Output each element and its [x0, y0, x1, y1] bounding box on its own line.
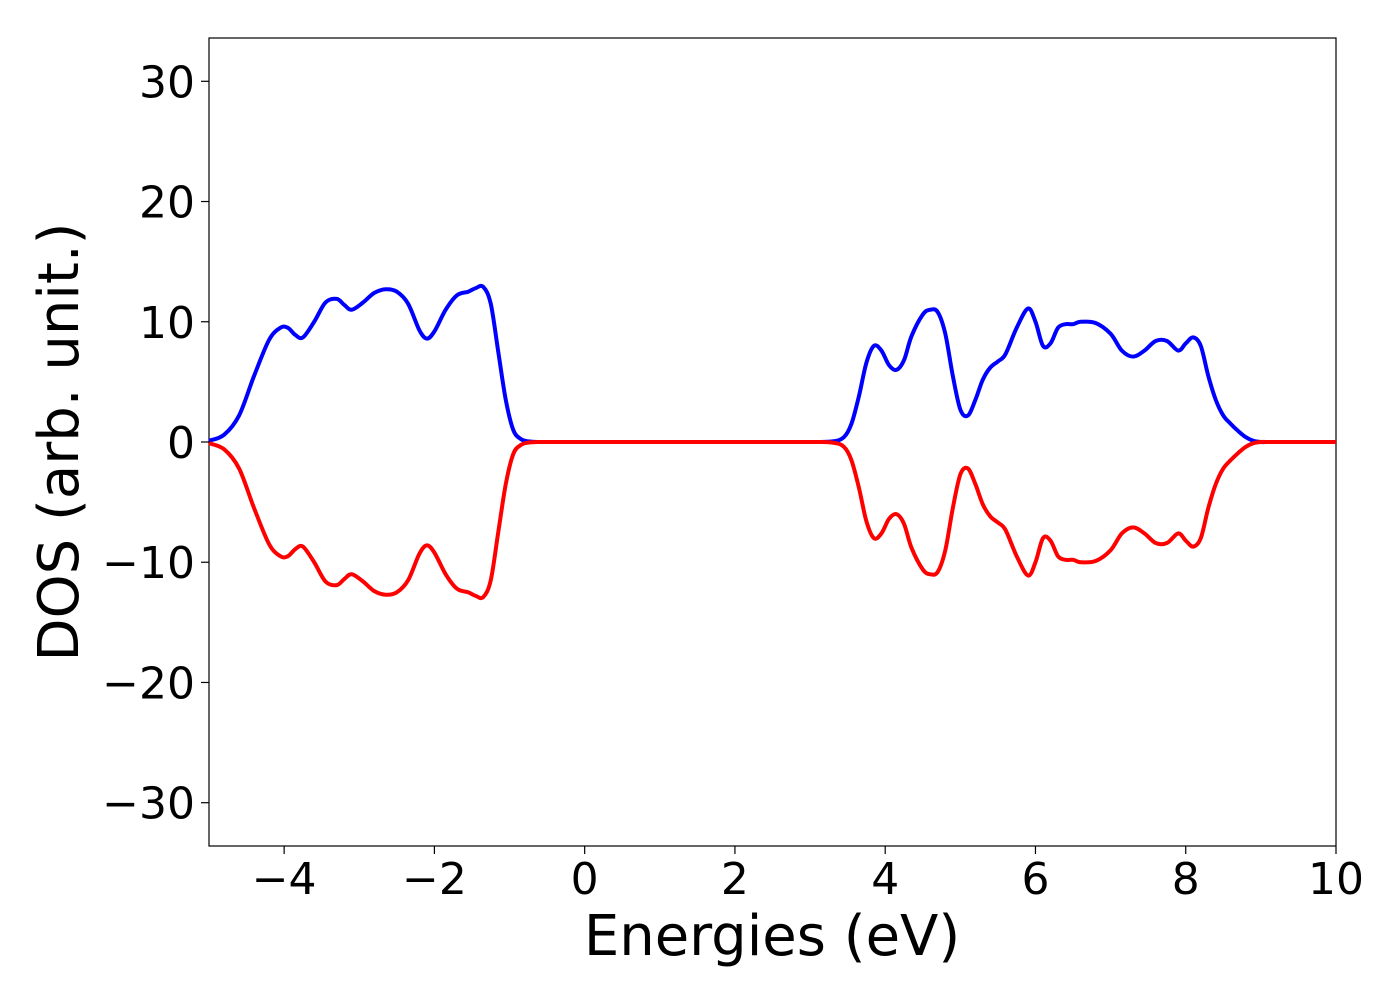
x-axis-label: Energies (eV) [584, 904, 960, 969]
y-tick-label: −20 [102, 658, 195, 709]
x-axis-ticks: −4 −2 0 2 4 6 8 10 [252, 846, 1364, 905]
y-axis-label: DOS (arb. unit.) [27, 222, 92, 661]
y-tick-label: 10 [139, 298, 195, 349]
x-tick-label: 0 [571, 854, 599, 905]
x-tick-label: 10 [1308, 854, 1364, 905]
series-line-1 [208, 283, 1336, 445]
y-tick-label: 0 [167, 418, 195, 469]
y-tick-label: −30 [102, 779, 195, 830]
y-tick-label: 30 [139, 57, 195, 108]
series-layer [208, 283, 1336, 601]
y-tick-label: 20 [139, 178, 195, 229]
y-tick-label: −10 [102, 538, 195, 589]
x-tick-label: −2 [402, 854, 467, 905]
x-tick-label: 6 [1021, 854, 1049, 905]
x-tick-label: 4 [871, 854, 899, 905]
x-tick-label: 8 [1172, 854, 1200, 905]
series-line-2 [208, 439, 1336, 601]
x-tick-label: −4 [252, 854, 317, 905]
y-axis-ticks: −30 −20 −10 0 10 20 30 [102, 57, 209, 830]
x-tick-label: 2 [721, 854, 749, 905]
